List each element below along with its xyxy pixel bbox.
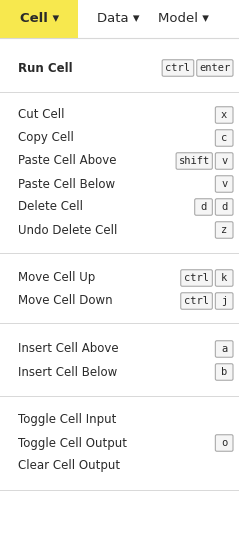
Text: Toggle Cell Output: Toggle Cell Output xyxy=(18,436,127,450)
Text: o: o xyxy=(221,438,227,448)
FancyBboxPatch shape xyxy=(181,270,212,286)
FancyBboxPatch shape xyxy=(195,199,212,215)
FancyBboxPatch shape xyxy=(215,107,233,123)
FancyBboxPatch shape xyxy=(162,60,194,76)
Text: ctrl: ctrl xyxy=(184,296,209,306)
FancyBboxPatch shape xyxy=(181,293,212,309)
Text: Cut Cell: Cut Cell xyxy=(18,108,65,122)
FancyBboxPatch shape xyxy=(215,222,233,238)
Text: Paste Cell Above: Paste Cell Above xyxy=(18,154,116,168)
Text: Copy Cell: Copy Cell xyxy=(18,131,74,145)
Text: d: d xyxy=(200,202,207,212)
FancyBboxPatch shape xyxy=(176,153,212,169)
Bar xyxy=(0,0,78,38)
FancyBboxPatch shape xyxy=(197,60,233,76)
Text: Insert Cell Above: Insert Cell Above xyxy=(18,342,119,356)
FancyBboxPatch shape xyxy=(215,341,233,357)
FancyBboxPatch shape xyxy=(215,364,233,380)
FancyBboxPatch shape xyxy=(215,176,233,192)
FancyBboxPatch shape xyxy=(215,435,233,451)
Text: a: a xyxy=(221,344,227,354)
Text: Model ▾: Model ▾ xyxy=(158,12,208,26)
Text: shift: shift xyxy=(179,156,210,166)
Text: Move Cell Down: Move Cell Down xyxy=(18,294,113,308)
FancyBboxPatch shape xyxy=(215,153,233,169)
Text: x: x xyxy=(221,110,227,120)
FancyBboxPatch shape xyxy=(215,130,233,146)
Text: Undo Delete Cell: Undo Delete Cell xyxy=(18,224,117,237)
Text: v: v xyxy=(221,156,227,166)
Text: v: v xyxy=(221,179,227,189)
Text: z: z xyxy=(221,225,227,235)
Text: c: c xyxy=(221,133,227,143)
Text: ctrl: ctrl xyxy=(184,273,209,283)
Text: Cell ▾: Cell ▾ xyxy=(21,12,60,26)
Text: b: b xyxy=(221,367,227,377)
Text: Data ▾: Data ▾ xyxy=(97,12,139,26)
FancyBboxPatch shape xyxy=(215,199,233,215)
Text: k: k xyxy=(221,273,227,283)
FancyBboxPatch shape xyxy=(215,270,233,286)
Text: Insert Cell Below: Insert Cell Below xyxy=(18,365,117,379)
Text: enter: enter xyxy=(199,63,230,73)
Text: Delete Cell: Delete Cell xyxy=(18,200,83,214)
Text: ctrl: ctrl xyxy=(165,63,190,73)
Text: Run Cell: Run Cell xyxy=(18,61,73,75)
Text: Move Cell Up: Move Cell Up xyxy=(18,271,95,285)
FancyBboxPatch shape xyxy=(215,293,233,309)
Text: d: d xyxy=(221,202,227,212)
Text: Clear Cell Output: Clear Cell Output xyxy=(18,459,120,473)
Text: Paste Cell Below: Paste Cell Below xyxy=(18,177,115,191)
Text: Toggle Cell Input: Toggle Cell Input xyxy=(18,413,116,427)
Text: j: j xyxy=(221,296,227,306)
